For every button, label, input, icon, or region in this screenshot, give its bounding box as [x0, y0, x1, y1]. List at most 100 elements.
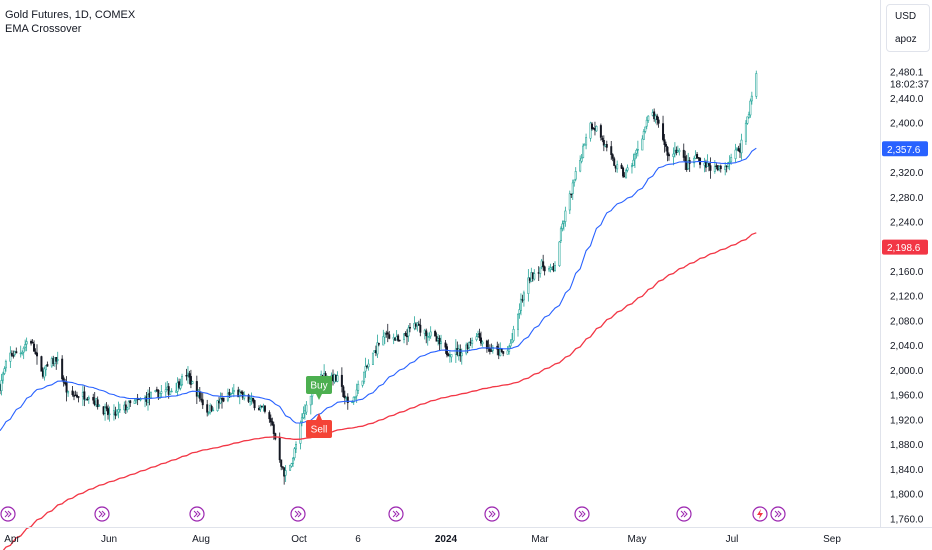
candle: [749, 98, 752, 118]
event-marker-icon[interactable]: [676, 506, 692, 522]
candle: [663, 133, 666, 153]
candle: [283, 467, 286, 485]
candle: [15, 347, 18, 354]
y-tick-label: 2,040.0: [890, 341, 924, 352]
candle: [622, 166, 625, 178]
candle: [602, 135, 605, 152]
buy-signal[interactable]: Buy: [306, 376, 332, 400]
candle: [268, 410, 271, 423]
candle: [491, 344, 494, 354]
candle: [271, 417, 274, 426]
candle: [590, 122, 593, 131]
candle: [626, 164, 629, 173]
indicator-title[interactable]: EMA Crossover: [5, 23, 82, 35]
candle: [83, 386, 86, 407]
candle: [154, 390, 157, 393]
event-marker-icon[interactable]: [574, 506, 590, 522]
event-marker-icon[interactable]: [484, 506, 500, 522]
candle: [178, 378, 181, 390]
candle: [364, 357, 367, 378]
candle: [40, 355, 43, 372]
currency-selector[interactable]: USD apoz: [886, 4, 930, 52]
candle: [284, 465, 287, 482]
x-tick-label: May: [628, 534, 647, 545]
candle: [355, 383, 358, 403]
candle: [46, 361, 49, 367]
candle: [755, 70, 758, 99]
candle: [625, 168, 628, 179]
candle: [290, 462, 293, 468]
candle: [336, 371, 339, 383]
ema-fast-price-badge: 2,357.6: [882, 141, 928, 157]
event-marker-icon[interactable]: [0, 506, 16, 522]
candle: [425, 328, 428, 344]
chart-legend: Gold Futures, 1D, COMEX EMA Crossover: [5, 8, 135, 36]
candle: [636, 140, 639, 157]
candle: [293, 446, 296, 461]
candle: [96, 396, 99, 410]
candle: [719, 164, 722, 173]
candle: [343, 390, 346, 405]
candle: [488, 344, 491, 355]
candle: [509, 339, 512, 349]
candle: [108, 406, 111, 422]
candle: [580, 154, 583, 164]
candle: [746, 116, 749, 125]
candle: [416, 322, 419, 332]
ema-slow-price-badge: 2,198.6: [882, 239, 928, 255]
event-marker-icon[interactable]: [290, 506, 306, 522]
event-marker-icon[interactable]: [94, 506, 110, 522]
ema-slow-line: [2, 232, 757, 550]
candle: [645, 116, 648, 130]
candle: [160, 384, 163, 399]
currency-label[interactable]: USD: [895, 11, 917, 22]
alert-marker-icon[interactable]: [752, 506, 768, 522]
candle: [533, 269, 536, 281]
x-tick-label: Mar: [531, 534, 549, 545]
candle: [667, 152, 670, 161]
candle: [404, 331, 407, 337]
svg-text:2,357.6: 2,357.6: [887, 145, 921, 156]
x-tick-label: Jun: [101, 534, 117, 545]
candle: [707, 163, 710, 172]
candle: [61, 355, 64, 382]
event-marker-icon[interactable]: [770, 506, 786, 522]
candle: [653, 108, 656, 122]
x-tick-label: 6: [355, 534, 361, 545]
candle: [687, 152, 690, 170]
candle: [709, 157, 712, 179]
y-tick-label: 2,080.0: [890, 316, 924, 327]
candle: [568, 190, 571, 215]
candle: [127, 400, 130, 410]
candle: [67, 390, 70, 397]
candle: [684, 150, 687, 171]
event-marker-icon[interactable]: [189, 506, 205, 522]
candle: [678, 148, 681, 156]
candle: [191, 380, 194, 385]
candle: [573, 179, 576, 187]
candle: [561, 220, 564, 232]
candle: [633, 152, 636, 168]
event-marker-icon[interactable]: [388, 506, 404, 522]
candle: [428, 332, 431, 341]
candle: [25, 337, 28, 352]
candle: [518, 303, 521, 319]
x-tick-label: 2024: [435, 534, 458, 545]
candle: [376, 334, 379, 359]
candle: [613, 156, 616, 167]
candle: [139, 397, 142, 402]
y-tick-label: 2,280.0: [890, 193, 924, 204]
candle: [478, 328, 481, 341]
y-tick-label: 1,800.0: [890, 490, 924, 501]
candle: [87, 395, 90, 404]
candle: [397, 333, 400, 342]
sell-signal[interactable]: Sell: [306, 413, 332, 438]
candle: [632, 153, 635, 167]
candle: [740, 133, 743, 160]
candle: [403, 333, 406, 344]
sell-signal-label: Sell: [311, 425, 328, 436]
candle: [724, 162, 727, 176]
symbol-title[interactable]: Gold Futures, 1D, COMEX: [5, 9, 136, 21]
candle: [294, 441, 297, 454]
